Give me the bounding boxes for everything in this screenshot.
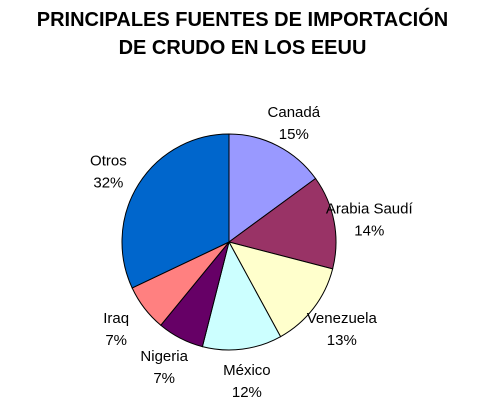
slice-value-label-0: 15%: [279, 126, 309, 143]
slice-label-4: Nigeria: [140, 348, 188, 365]
slice-label-5: Iraq: [103, 310, 129, 327]
slice-value-label-1: 14%: [354, 222, 384, 239]
slice-value-label-4: 7%: [153, 370, 175, 387]
slice-value-label-3: 12%: [232, 384, 262, 401]
slice-label-0: Canadá: [268, 104, 321, 121]
slice-value-label-2: 13%: [327, 332, 357, 349]
chart-title-line-2: DE CRUDO EN LOS EEUU: [118, 37, 367, 59]
chart-title-line-1: PRINCIPALES FUENTES DE IMPORTACIÓN: [36, 9, 449, 31]
slice-value-label-6: 32%: [93, 175, 123, 192]
slice-label-6: Otros: [90, 153, 127, 170]
pie-slice-0: [228, 133, 317, 243]
pie-slice-1: [227, 177, 337, 270]
pie-slice-2: [228, 241, 334, 338]
slice-label-1: Arabia Saudí: [326, 200, 414, 217]
pie-labels: Canadá 15% Arabia Saudí 14% Venezuela 13% Méxi…: [90, 104, 413, 401]
pie-slice-6: [121, 133, 230, 289]
pie-slices: [121, 133, 337, 351]
slice-label-3: México: [223, 362, 271, 379]
pie-slice-3: [201, 240, 282, 351]
chart-title: PRINCIPALES FUENTES DE IMPORTACIÓN DE CR…: [0, 6, 485, 62]
slice-value-label-5: 7%: [105, 332, 127, 349]
slice-label-2: Venezuela: [307, 310, 378, 327]
